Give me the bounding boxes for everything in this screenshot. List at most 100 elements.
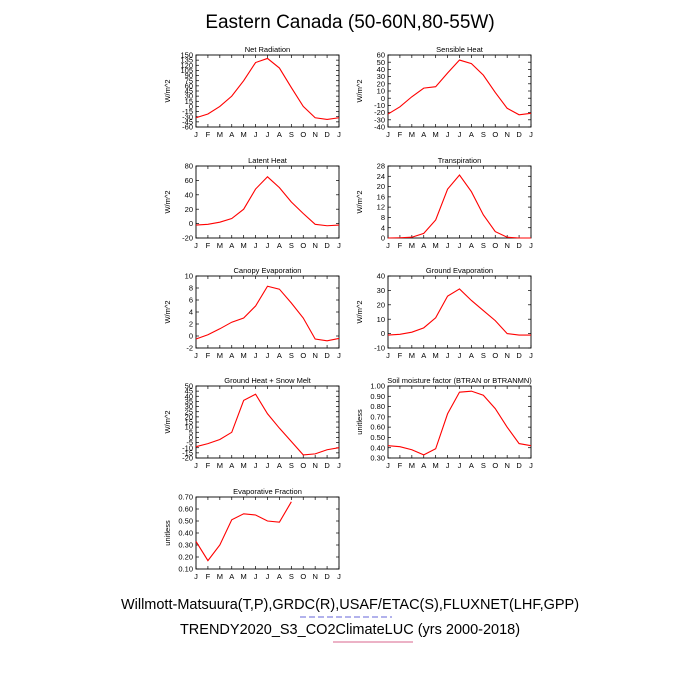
y-tick-label: -30 [182, 112, 193, 121]
y-tick-label: 0 [381, 234, 385, 243]
x-tick-label: S [289, 461, 294, 470]
x-tick-label: M [433, 461, 439, 470]
y-tick-label: -20 [182, 234, 193, 243]
x-tick-label: N [504, 461, 509, 470]
x-tick-label: S [289, 241, 294, 250]
y-tick-label: -15 [182, 448, 193, 457]
y-tick-label: 0.60 [370, 423, 385, 432]
x-tick-label: N [312, 130, 317, 139]
x-tick-label: D [516, 461, 522, 470]
panel-2: Sensible Heat W/m^2 -40-30-20-100102030405… [355, 45, 533, 139]
x-tick-label: J [529, 461, 533, 470]
plot-frame [387, 54, 532, 128]
y-tick-label: -60 [182, 123, 193, 132]
x-tick-label: A [229, 461, 234, 470]
plot-frame [387, 165, 532, 239]
x-tick-label: A [421, 241, 426, 250]
y-tick-label: 0 [189, 219, 193, 228]
y-tick-label: 0 [381, 94, 385, 103]
x-tick-label: O [300, 241, 306, 250]
y-axis-label: W/m^2 [163, 79, 172, 102]
y-tick-label: 0.80 [370, 402, 385, 411]
y-tick-label: 10 [185, 423, 193, 432]
x-tick-label: J [266, 130, 270, 139]
x-tick-label: A [277, 572, 282, 581]
y-tick-label: 10 [377, 315, 385, 324]
x-tick-label: J [266, 241, 270, 250]
y-tick-label: 15 [185, 418, 193, 427]
x-tick-label: A [277, 130, 282, 139]
y-tick-label: 35 [185, 397, 193, 406]
panel-title: Sensible Heat [436, 45, 484, 54]
panel-title: Canopy Evaporation [234, 266, 302, 275]
y-tick-label: -30 [374, 115, 385, 124]
x-tick-label: M [409, 130, 415, 139]
panels-group: Net RadiationW/m^2-60-45-30-150153045607… [163, 45, 533, 581]
y-tick-label: 2 [189, 320, 193, 329]
x-tick-label: J [194, 572, 198, 581]
x-tick-label: A [229, 572, 234, 581]
x-tick-label: M [409, 351, 415, 360]
series-line [195, 57, 340, 121]
y-tick-label: -10 [374, 344, 385, 353]
x-tick-label: J [446, 351, 450, 360]
y-tick-label: 4 [189, 308, 193, 317]
y-tick-label: 16 [377, 192, 385, 201]
panel-title: Net Radiation [245, 45, 290, 54]
x-tick-label: M [217, 572, 223, 581]
y-tick-label: 20 [185, 412, 193, 421]
series-line [195, 501, 292, 562]
x-tick-label: A [421, 130, 426, 139]
y-tick-label: 45 [185, 87, 193, 96]
x-tick-label: D [516, 241, 522, 250]
series-line [387, 390, 532, 456]
x-tick-label: J [337, 241, 341, 250]
x-tick-label: M [241, 241, 247, 250]
plot-frame [387, 275, 532, 349]
x-tick-label: J [529, 351, 533, 360]
panel-8: Soil moisture factor (BTRAN or BTRANMN) u… [355, 376, 533, 470]
x-tick-label: J [458, 241, 462, 250]
footer-line-2: TRENDY2020_S3_CO2ClimateLUC (yrs 2000-20… [180, 622, 520, 638]
y-tick-label: 0.70 [370, 412, 385, 421]
y-tick-label: -20 [374, 108, 385, 117]
footer-line-1: Willmott-Matsuura(T,P),GRDC(R),USAF/ETAC… [121, 597, 579, 613]
x-tick-label: J [254, 351, 258, 360]
y-tick-label: 12 [377, 203, 385, 212]
y-tick-label: 20 [377, 182, 385, 191]
x-tick-label: F [206, 572, 211, 581]
y-tick-label: 50 [185, 382, 193, 391]
x-tick-label: S [481, 461, 486, 470]
panel-9: Evaporative Fraction unitless 0.10 0.20 0.30… [163, 487, 341, 581]
x-tick-label: J [529, 130, 533, 139]
x-tick-label: D [516, 130, 522, 139]
y-tick-label: 8 [189, 284, 193, 293]
y-tick-label: -40 [374, 123, 385, 132]
y-tick-label: -10 [182, 443, 193, 452]
x-tick-label: J [446, 461, 450, 470]
x-tick-label: J [529, 241, 533, 250]
x-tick-label: O [300, 130, 306, 139]
y-tick-label: 15 [185, 97, 193, 106]
y-tick-label: 6 [189, 296, 193, 305]
y-tick-label: -2 [186, 344, 193, 353]
panel-title: Ground Heat + Snow Melt [224, 376, 311, 385]
y-tick-label: 4 [381, 223, 385, 232]
y-tick-label: 0.40 [370, 443, 385, 452]
x-tick-label: D [516, 351, 522, 360]
plot-frame [195, 54, 340, 128]
y-tick-label: 60 [185, 81, 193, 90]
x-tick-label: M [241, 572, 247, 581]
y-tick-label: 40 [185, 392, 193, 401]
x-tick-label: N [504, 130, 509, 139]
x-tick-label: J [337, 351, 341, 360]
y-tick-label: 28 [377, 162, 385, 171]
x-tick-label: J [458, 130, 462, 139]
y-tick-label: 30 [377, 72, 385, 81]
x-tick-label: F [206, 461, 211, 470]
x-tick-label: M [217, 130, 223, 139]
x-tick-label: S [481, 351, 486, 360]
x-tick-label: O [300, 572, 306, 581]
